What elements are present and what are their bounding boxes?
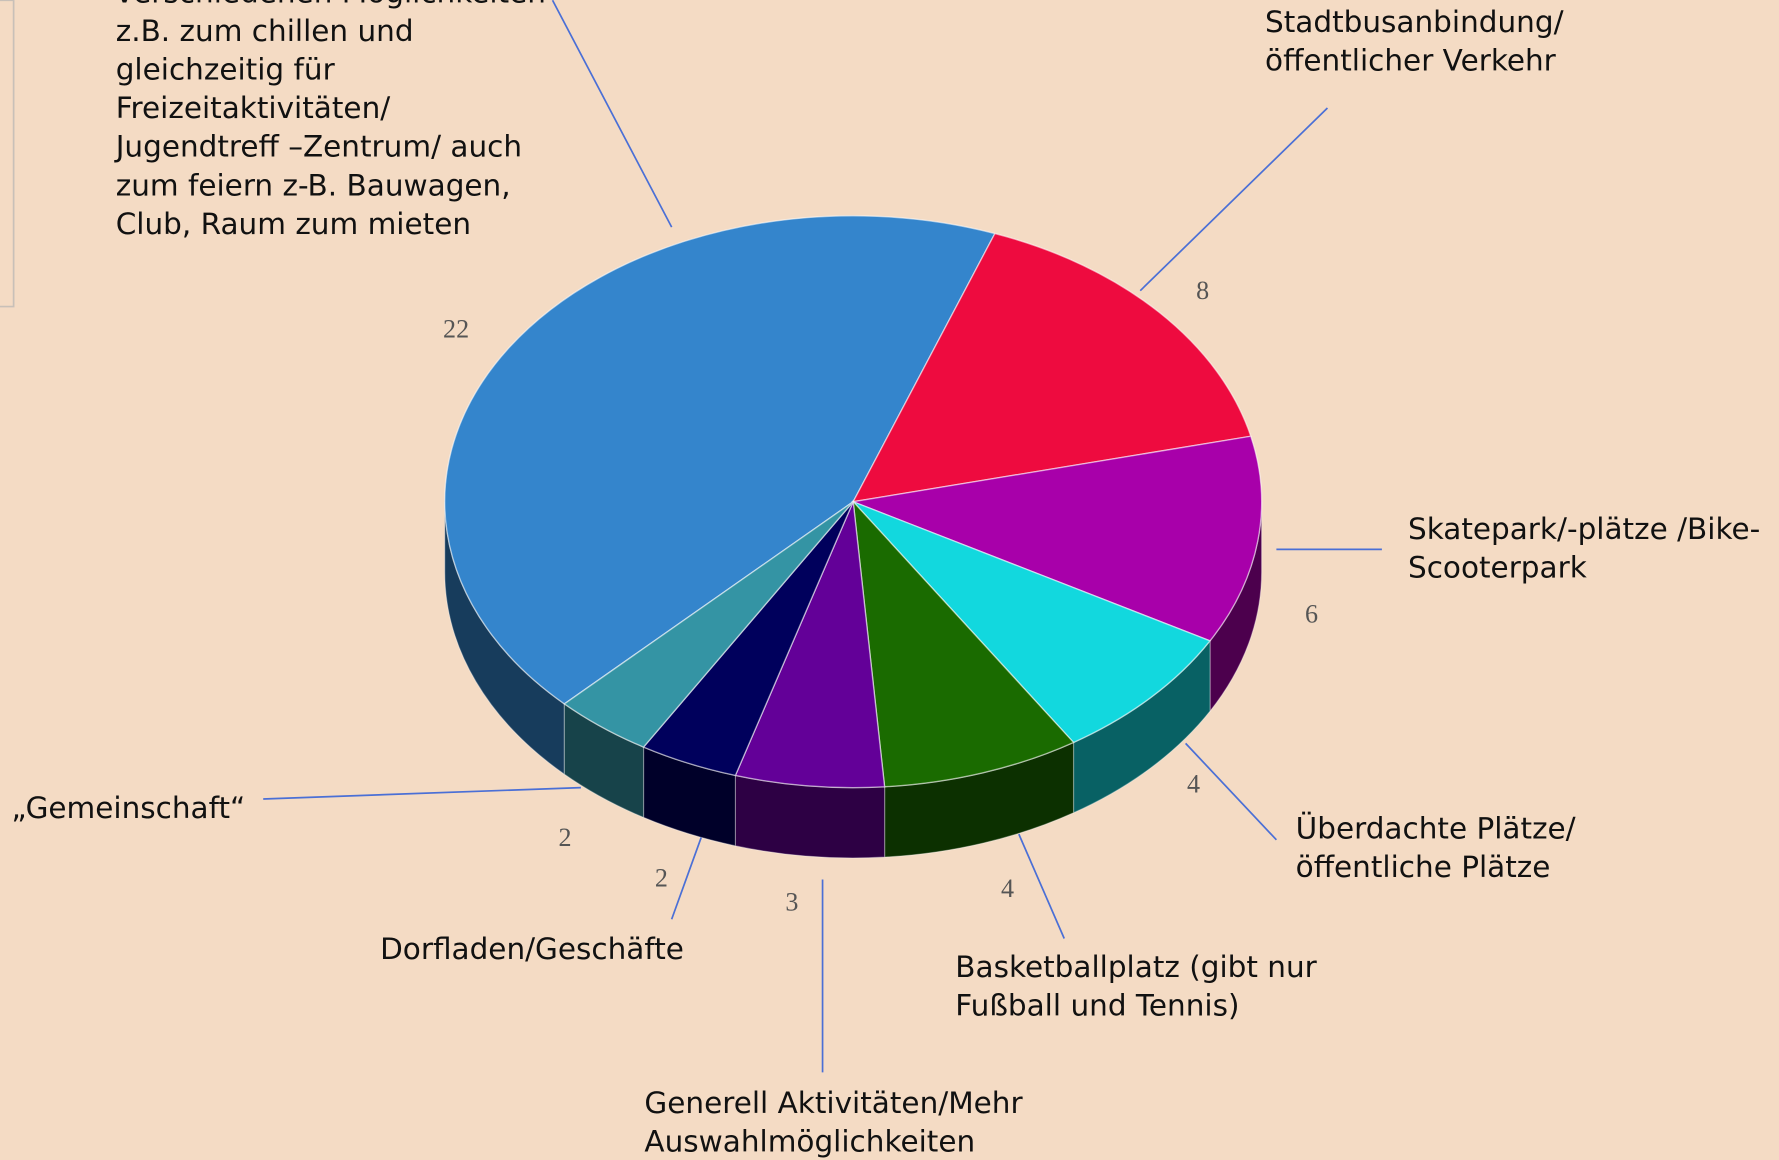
leader-line — [1018, 833, 1066, 939]
category-label: Dorfladen/Geschäfte — [380, 931, 684, 965]
category-label: Überdachte Plätze/öffentliche Plätze — [1296, 809, 1576, 884]
value-label: 3 — [785, 887, 798, 916]
slice — [851, 232, 1252, 503]
value-label: 4 — [1187, 769, 1200, 798]
leader-line — [551, 0, 673, 228]
slice — [444, 215, 996, 705]
value-label: 4 — [1001, 874, 1014, 903]
value-label: 22 — [443, 315, 469, 344]
category-label: Stadtbusanbindung/öffentlicher Verkehr — [1265, 4, 1564, 77]
leader-line — [1185, 742, 1278, 841]
category-label: Generell Aktivitäten/Mehr Auswahlmöglichk… — [644, 1086, 1023, 1159]
value-label: 6 — [1305, 599, 1318, 628]
slice — [852, 501, 1212, 744]
pie-tops — [444, 215, 1263, 789]
leader-line — [670, 837, 702, 920]
category-label: verschiedenen Möglichkeitenz.B. zum chil… — [114, 0, 546, 240]
leader-line — [1139, 107, 1329, 292]
leader-line — [263, 786, 581, 800]
value-label: 2 — [558, 823, 571, 852]
pie-sides — [444, 501, 1263, 859]
labels: verschiedenen Möglichkeitenz.B. zum chil… — [11, 0, 1760, 1158]
slice — [734, 499, 886, 789]
frame-edge — [0, 0, 15, 308]
slice — [563, 501, 854, 748]
category-label: Basketballplatz (gibt nur Fußball und Ten… — [955, 950, 1317, 1023]
value-label: 2 — [655, 864, 668, 893]
category-label: Skatepark/-plätze /Bike-Scooterpark — [1408, 512, 1760, 585]
slice — [850, 435, 1263, 642]
slice — [852, 499, 1075, 788]
value-label: 8 — [1196, 276, 1209, 305]
category-label: „Gemeinschaft“ — [11, 791, 245, 825]
